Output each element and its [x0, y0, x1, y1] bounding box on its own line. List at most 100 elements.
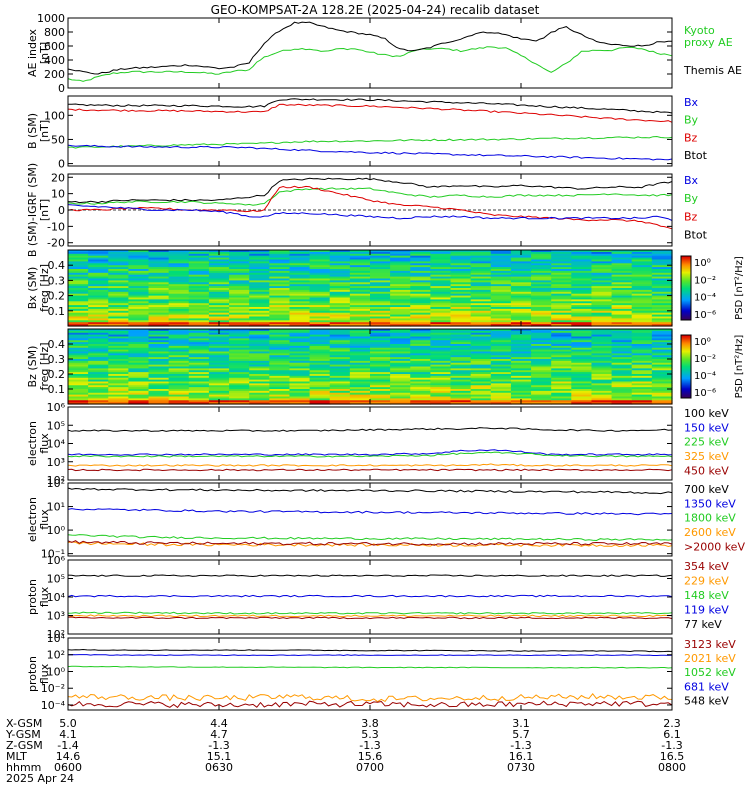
spectrogram-cell: [390, 389, 411, 392]
spectrogram-cell: [349, 340, 371, 343]
spectrogram-cell: [128, 270, 150, 274]
spectrogram-cell: [108, 332, 129, 336]
spectrogram-cell: [349, 344, 371, 347]
spectrogram-cell: [510, 336, 532, 339]
spectrogram-cell: [470, 314, 492, 318]
spectrogram-cell: [269, 372, 291, 375]
spectrogram-cell: [450, 344, 472, 347]
spectrogram-cell: [68, 351, 89, 354]
spectrogram-cell: [611, 349, 633, 353]
spectrogram-cell: [128, 280, 150, 283]
spectrogram-cell: [289, 344, 311, 347]
spectrogram-cell: [249, 344, 270, 347]
spectrogram-cell: [470, 392, 492, 396]
spectrogram-cell: [571, 259, 593, 262]
spectrogram-cell: [651, 385, 673, 388]
spectrogram-cell: [410, 355, 431, 358]
spectrogram-cell: [510, 280, 532, 283]
spectrogram-cell: [370, 299, 391, 302]
spectrogram-cell: [631, 366, 653, 369]
y-tick-label: 0: [58, 82, 65, 95]
colorbar-step: [681, 256, 691, 258]
spectrogram-cell: [148, 338, 170, 341]
colorbar-tick-label: 10⁻²: [694, 354, 716, 365]
spectrogram-cell: [651, 387, 673, 390]
spectrogram-cell: [229, 379, 250, 383]
spectrogram-cell: [470, 351, 492, 354]
legend-label-2600-kev: 2600 keV: [684, 526, 736, 539]
spectrogram-cell: [470, 274, 492, 278]
spectrogram-cell: [309, 368, 331, 371]
spectrogram-cell: [108, 261, 129, 264]
spectrogram-cell: [631, 269, 653, 272]
spectrogram-cell: [611, 329, 633, 332]
spectrogram-cell: [571, 355, 593, 358]
spectrogram-cell: [128, 274, 150, 278]
spectrogram-cell: [329, 347, 351, 351]
spectrogram-cell: [148, 293, 170, 297]
spectrogram-cell: [188, 274, 210, 278]
spectrogram-cell: [88, 390, 109, 394]
spectrogram-cell: [551, 366, 572, 369]
colorbar-step: [681, 370, 691, 373]
spectrogram-cell: [591, 381, 613, 384]
spectrogram-cell: [229, 303, 250, 306]
spectrogram-cell: [108, 278, 129, 281]
y-tick-label: 100: [44, 109, 65, 122]
spectrogram-cell: [631, 334, 653, 338]
spectrogram-cell: [68, 345, 89, 349]
spectrogram-cell: [188, 269, 210, 272]
spectrogram-cell: [329, 259, 351, 262]
spectrogram-cell: [571, 360, 593, 364]
colorbar-step: [681, 369, 691, 372]
spectrogram-cell: [571, 314, 593, 318]
spectrogram-cell: [430, 253, 452, 257]
spectrogram-cell: [450, 293, 472, 297]
colorbar-step: [681, 377, 691, 379]
spectrogram-cell: [168, 267, 190, 270]
spectrogram-cell: [148, 297, 170, 300]
spectrogram-cell: [229, 342, 250, 345]
spectrogram-cell: [651, 402, 673, 405]
spectrogram-cell: [591, 374, 613, 377]
spectrogram-cell: [611, 265, 633, 268]
spectrogram-cell: [611, 351, 633, 354]
spectrogram-cell: [551, 340, 572, 343]
spectrogram-cell: [229, 305, 250, 308]
spectrogram-cell: [329, 357, 351, 360]
spectrogram-cell: [410, 362, 431, 366]
spectrogram-cell: [571, 305, 593, 308]
spectrogram-cell: [651, 263, 673, 266]
series-3123-kev-line: [67, 700, 673, 709]
spectrogram-cell: [651, 299, 673, 302]
spectrogram-cell: [631, 308, 653, 312]
spectrogram-cell: [551, 272, 572, 276]
spectrogram-cell: [551, 320, 572, 323]
spectrogram-cell: [370, 394, 391, 398]
spectrogram-cell: [510, 381, 532, 384]
spectrogram-cell: [168, 284, 190, 287]
spectrogram-cell: [551, 269, 572, 272]
spectrogram-cell: [611, 280, 633, 283]
spectrogram-cell: [329, 389, 351, 392]
colorbar-step: [681, 288, 691, 290]
spectrogram-cell: [591, 312, 613, 316]
spectrogram-cell: [108, 392, 129, 396]
spectrogram-cell: [249, 316, 270, 319]
spectrogram-cell: [450, 372, 472, 375]
spectrogram-cell: [108, 324, 129, 327]
spectrogram-cell: [289, 394, 311, 398]
spectrogram-cell: [148, 265, 170, 268]
spectrogram-cell: [651, 389, 673, 392]
spectrogram-cell: [88, 355, 109, 358]
spectrogram-cell: [611, 366, 633, 369]
spectrogram-cell: [490, 336, 512, 339]
spectrogram-cell: [329, 297, 351, 300]
spectrogram-cell: [551, 387, 572, 390]
spectrogram-cell: [470, 255, 492, 259]
spectrogram-cell: [631, 295, 653, 299]
spectrogram-cell: [349, 342, 371, 345]
spectrogram-cell: [88, 338, 109, 341]
spectrogram-cell: [128, 278, 150, 281]
spectrogram-cell: [651, 355, 673, 358]
